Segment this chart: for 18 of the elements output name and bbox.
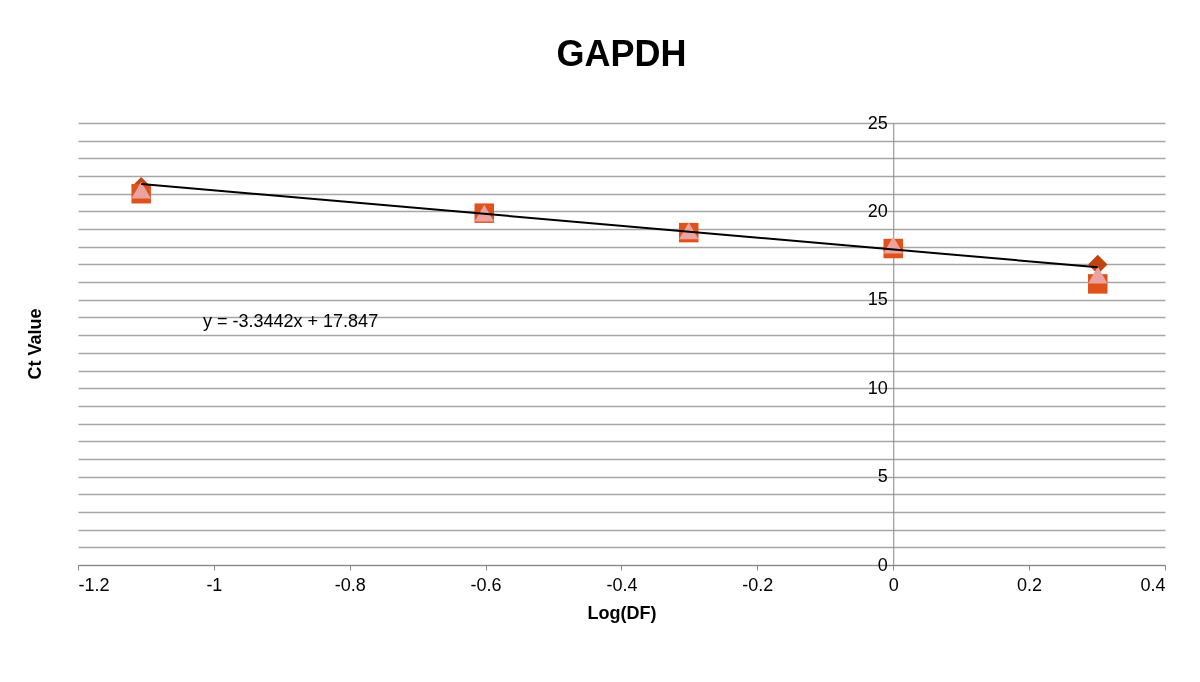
chart-title: GAPDH — [556, 33, 687, 74]
y-tick-label: 10 — [867, 377, 888, 398]
y-axis-title: Ct Value — [25, 308, 45, 380]
y-tick-label: 15 — [867, 289, 888, 310]
y-tick-label: 25 — [867, 112, 888, 133]
x-tick-label: 0.2 — [1017, 574, 1043, 595]
x-tick-label: -1.2 — [78, 574, 110, 595]
x-tick-label: -0.4 — [606, 574, 638, 595]
y-tick-label: 0 — [877, 554, 888, 575]
x-tick-label: -0.6 — [470, 574, 502, 595]
x-tick-label: 0.4 — [1140, 574, 1166, 595]
x-axis-title: Log(DF) — [587, 602, 657, 623]
x-tick-label: -1 — [206, 574, 223, 595]
x-tick-label: -0.8 — [334, 574, 366, 595]
annotation: y = -3.3442x + 17.847 — [203, 310, 379, 331]
y-tick-label: 20 — [867, 200, 888, 221]
y-tick-label: 5 — [877, 466, 888, 487]
x-tick-label: -0.2 — [742, 574, 774, 595]
